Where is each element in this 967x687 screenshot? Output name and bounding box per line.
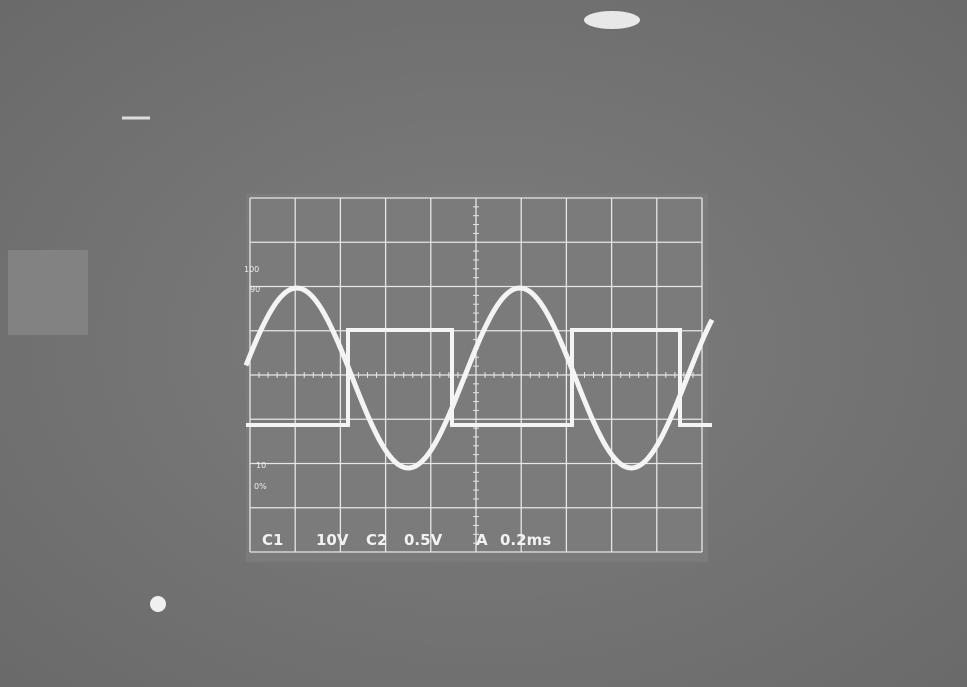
graticule-label: 10	[256, 461, 266, 470]
readout-scale: 0.5V	[404, 531, 443, 549]
page: 100 90 10 0% C1 10V C2 0.5V A 0.2ms (() …	[0, 0, 967, 687]
reflection	[584, 11, 640, 29]
readout-channel: C2	[366, 531, 387, 549]
readout-timebase-label: A	[476, 531, 488, 549]
graticule-label: 90	[250, 285, 260, 294]
graticule-label: 0%	[254, 482, 267, 491]
glare	[8, 250, 88, 335]
readout-scale: 10V	[316, 531, 349, 549]
readout-channel: C1	[262, 531, 283, 549]
indicator-light	[150, 596, 166, 612]
readout-timebase: 0.2ms	[500, 531, 551, 549]
oscilloscope-photo: 100 90 10 0% C1 10V C2 0.5V A 0.2ms	[0, 0, 967, 687]
graticule-label: 100	[244, 265, 259, 274]
